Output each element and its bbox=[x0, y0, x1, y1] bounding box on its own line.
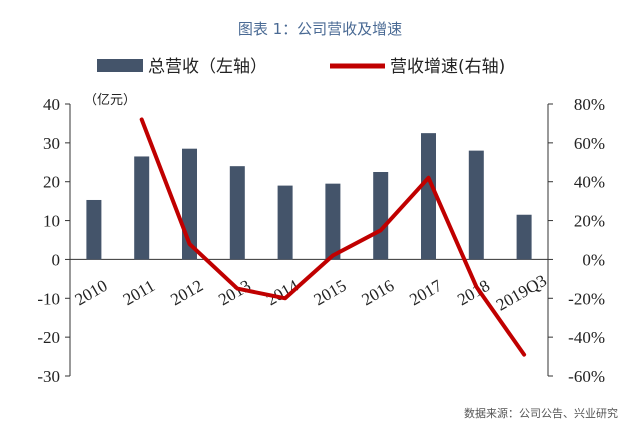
x-tick-label: 2015 bbox=[311, 276, 350, 309]
right-tick-label: 20% bbox=[574, 212, 605, 231]
left-tick-label: 30 bbox=[43, 134, 60, 153]
revenue-bar bbox=[421, 133, 436, 260]
left-axis-ticks: 40 30 20 10 0 -10 -20 -30 bbox=[37, 95, 70, 386]
legend-line-label: 营收增速(右轴) bbox=[390, 57, 505, 77]
left-axis-unit: （亿元） bbox=[84, 93, 136, 108]
x-tick-label: 2016 bbox=[358, 276, 397, 309]
legend-bar-swatch bbox=[97, 59, 143, 72]
revenue-bar bbox=[325, 183, 341, 260]
x-tick-label: 2010 bbox=[72, 276, 111, 309]
right-tick-label: 80% bbox=[574, 95, 605, 114]
left-tick-label: 20 bbox=[43, 173, 60, 192]
x-tick-label: 2014 bbox=[263, 276, 302, 310]
revenue-bar bbox=[86, 199, 102, 260]
right-axis-ticks: 80% 60% 40% 20% 0% -20% -40% -60% bbox=[548, 95, 605, 386]
revenue-bar bbox=[516, 214, 532, 260]
left-tick-label: 10 bbox=[43, 212, 60, 231]
right-tick-label: 60% bbox=[574, 134, 605, 153]
right-tick-label: -40% bbox=[568, 328, 605, 347]
revenue-bar bbox=[373, 172, 389, 260]
right-tick-label: -60% bbox=[568, 367, 605, 386]
left-tick-label: -30 bbox=[37, 367, 60, 386]
left-tick-label: -10 bbox=[37, 289, 60, 308]
left-tick-label: -20 bbox=[37, 328, 60, 347]
left-tick-label: 40 bbox=[43, 95, 60, 114]
revenue-bar bbox=[134, 156, 150, 260]
x-tick-label: 2011 bbox=[120, 276, 158, 309]
x-tick-label: 2017 bbox=[406, 276, 445, 310]
x-tick-label: 2012 bbox=[167, 276, 206, 309]
right-tick-label: -20% bbox=[568, 289, 605, 308]
revenue-bar bbox=[468, 150, 484, 260]
legend-bar-label: 总营收（左轴） bbox=[148, 57, 267, 77]
right-tick-label: 40% bbox=[574, 173, 605, 192]
x-tick-label: 2019Q3 bbox=[493, 271, 550, 315]
left-tick-label: 0 bbox=[52, 250, 61, 269]
right-tick-label: 0% bbox=[582, 250, 605, 269]
chart-title: 图表 1：公司营收及增速 bbox=[238, 20, 402, 38]
growth-line bbox=[139, 117, 527, 357]
data-source: 数据来源：公司公告、兴业研究 bbox=[464, 406, 618, 420]
revenue-bar bbox=[277, 185, 293, 260]
legend: 总营收（左轴） 营收增速(右轴) bbox=[97, 57, 505, 77]
revenue-bar bbox=[229, 166, 245, 260]
